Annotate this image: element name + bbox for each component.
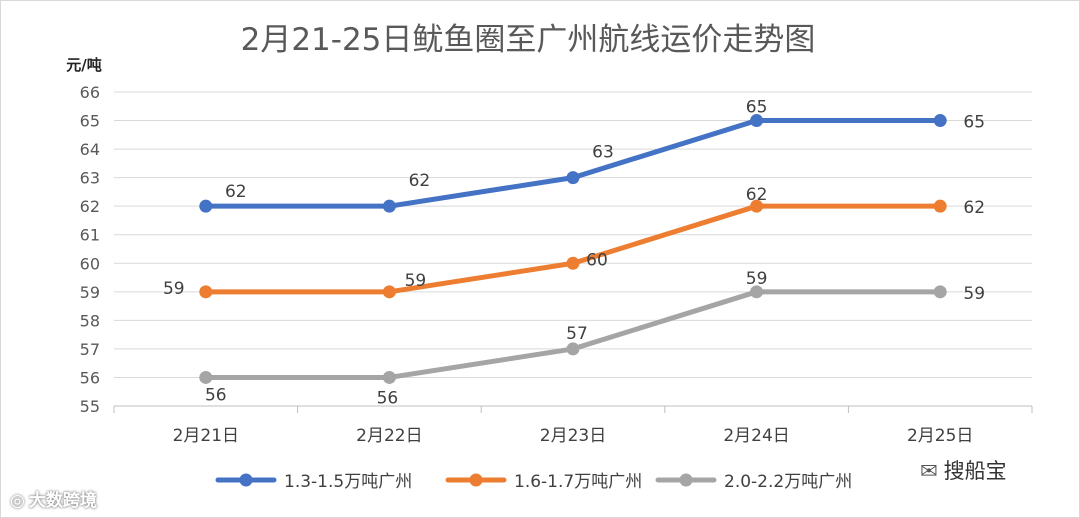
wechat-icon: ✉ <box>920 459 938 483</box>
y-tick-label-65: 65 <box>80 112 100 131</box>
data-label-s0-2: 63 <box>592 143 614 163</box>
watermark-right: ✉ 搜船宝 <box>920 455 1007 485</box>
series-1-point-3 <box>750 199 764 213</box>
series-line-1 <box>203 203 943 295</box>
axes: 55 56 57 58 59 60 61 62 63 64 65 66 2月21日 2月22日 2月23日 2… <box>80 83 1033 446</box>
series-2-point-4 <box>933 285 947 299</box>
y-tick-label-66: 66 <box>80 83 100 102</box>
y-tick-label-56: 56 <box>80 368 100 387</box>
x-tick-label-0: 2月21日 <box>173 426 239 446</box>
series-1-point-4 <box>933 199 947 213</box>
series-0-point-1 <box>382 199 396 213</box>
y-axis-label: 元/吨 <box>66 56 101 74</box>
series-1-point-2 <box>566 256 580 270</box>
data-label-s1-0: 59 <box>163 279 185 299</box>
chart-title: 2月21-25日鱿鱼圈至广州航线运价走势图 <box>241 22 816 58</box>
x-tick-label-1: 2月22日 <box>356 426 422 446</box>
data-label-s0-3: 65 <box>746 98 768 118</box>
y-tick-label-62: 62 <box>80 197 100 216</box>
y-tick-label-57: 57 <box>80 340 100 359</box>
legend-label-0[interactable]: 1.3-1.5万吨广州 <box>284 472 412 492</box>
data-label-s0-0: 62 <box>225 182 247 202</box>
y-tick-label-58: 58 <box>80 311 100 330</box>
data-label-s2-4: 59 <box>963 284 985 304</box>
legend-marker-0 <box>239 473 253 487</box>
legend-label-1[interactable]: 1.6-1.7万吨广州 <box>514 472 642 492</box>
data-label-s1-4: 62 <box>963 198 985 218</box>
y-tick-label-55: 55 <box>80 397 100 416</box>
x-tick-label-3: 2月24日 <box>723 426 789 446</box>
x-tick-label-4: 2月25日 <box>907 426 973 446</box>
y-tick-label-61: 61 <box>80 226 100 245</box>
data-label-s2-1: 56 <box>377 388 399 408</box>
series-2-point-0 <box>199 370 213 384</box>
series-1-point-0 <box>199 285 213 299</box>
legend[interactable]: 1.3-1.5万吨广州 1.6-1.7万吨广州 2.0-2.2万吨广州 <box>215 472 852 492</box>
data-label-s2-3: 59 <box>746 269 768 289</box>
series-0-point-3 <box>750 114 764 128</box>
data-labels: 62 62 63 65 65 59 59 60 62 62 56 56 57 59 59 <box>163 98 985 409</box>
data-label-s1-2: 60 <box>586 250 608 270</box>
series-0-point-4 <box>933 114 947 128</box>
series-2-point-3 <box>750 285 764 299</box>
series-0-point-0 <box>199 199 213 213</box>
weibo-icon: ◎ <box>10 491 25 511</box>
legend-marker-2 <box>679 473 693 487</box>
y-tick-label-63: 63 <box>80 169 100 188</box>
data-label-s1-1: 59 <box>405 271 427 291</box>
series-0-point-2 <box>566 171 580 185</box>
legend-label-2[interactable]: 2.0-2.2万吨广州 <box>724 472 852 492</box>
watermark-right-text: 搜船宝 <box>943 459 1007 483</box>
data-label-s0-1: 62 <box>409 171 431 191</box>
data-label-s2-2: 57 <box>566 324 588 344</box>
data-label-s0-4: 65 <box>963 113 985 133</box>
data-label-s1-3: 62 <box>746 185 768 205</box>
series-layer <box>199 114 947 384</box>
legend-marker-1 <box>469 473 483 487</box>
series-line-0 <box>203 118 943 209</box>
x-tick-label-2: 2月23日 <box>540 426 606 446</box>
watermark-left: ◎ 大数跨境 <box>10 486 97 511</box>
data-label-s2-0: 56 <box>205 385 227 405</box>
watermark-left-text: 大数跨境 <box>28 491 97 511</box>
series-2-point-1 <box>382 370 396 384</box>
series-1-point-1 <box>382 285 396 299</box>
y-tick-label-64: 64 <box>80 140 100 159</box>
y-tick-label-59: 59 <box>80 283 100 302</box>
series-2-point-2 <box>566 342 580 356</box>
y-tick-label-60: 60 <box>80 254 100 273</box>
